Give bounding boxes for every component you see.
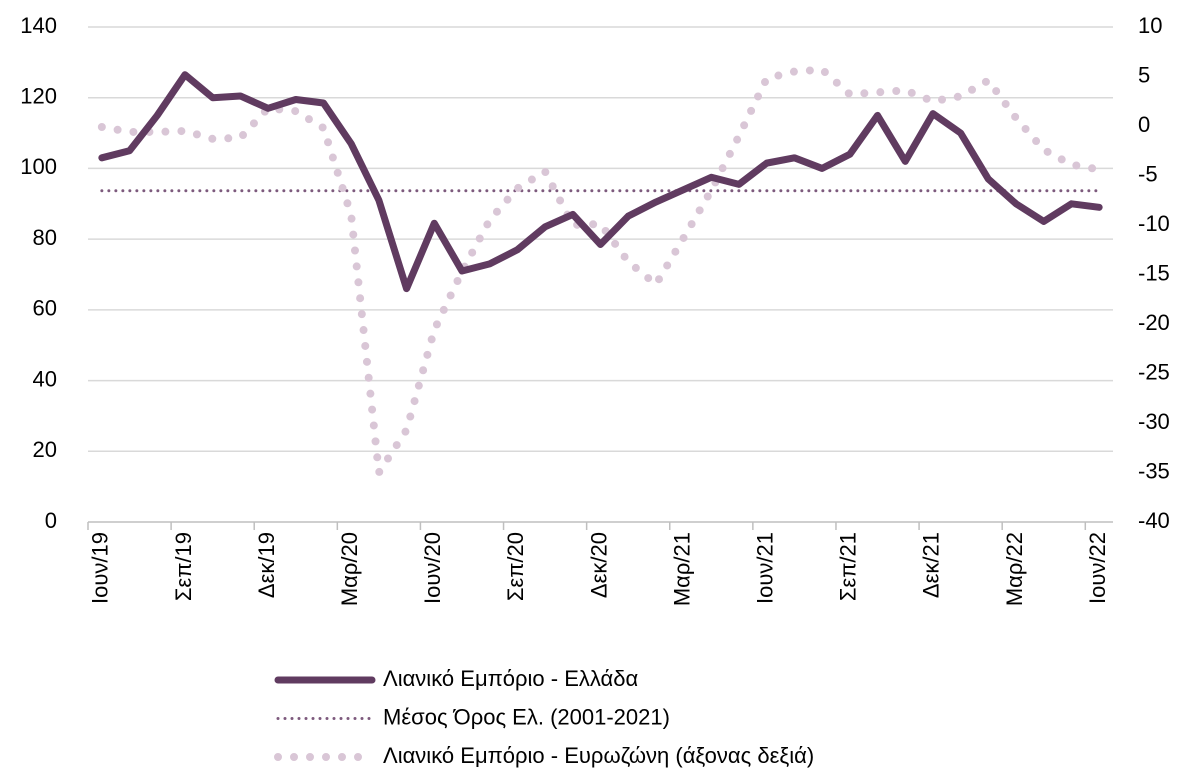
- x-tick-label: Ιουν/20: [420, 532, 445, 604]
- x-tick-label: Δεκ/19: [254, 532, 279, 598]
- y-tick-label: 120: [20, 84, 57, 109]
- x-tick-label: Ιουν/19: [88, 532, 113, 604]
- series-line: [98, 71, 1103, 293]
- y2-tick-label: 5: [1138, 62, 1150, 87]
- legend-label: Μέσος Όρος Ελ. (2001-2021): [383, 704, 670, 729]
- y2-tick-label: -40: [1138, 508, 1170, 533]
- y-tick-label: 40: [33, 366, 57, 391]
- y2-tick-label: -25: [1138, 359, 1170, 384]
- y2-tick-label: 0: [1138, 112, 1150, 137]
- y-tick-label: 0: [45, 508, 57, 533]
- y-tick-label: 80: [33, 225, 57, 250]
- y2-tick-label: -35: [1138, 458, 1170, 483]
- y2-tick-label: -30: [1138, 409, 1170, 434]
- x-tick-label: Ιουν/21: [753, 532, 778, 604]
- x-tick-label: Δεκ/20: [586, 532, 611, 598]
- x-tick-label: Δεκ/21: [919, 532, 944, 598]
- y-tick-label: 20: [33, 437, 57, 462]
- x-tick-label: Μαρ/20: [337, 532, 362, 606]
- y-tick-label: 140: [20, 13, 57, 38]
- series-line: [97, 65, 1104, 477]
- y2-tick-label: 10: [1138, 13, 1162, 38]
- y2-tick-label: -5: [1138, 161, 1158, 186]
- y2-tick-label: -10: [1138, 211, 1170, 236]
- y-tick-label: 60: [33, 296, 57, 321]
- y2-tick-label: -15: [1138, 260, 1170, 285]
- x-tick-label: Σεπ/19: [171, 532, 196, 601]
- legend-label: Λιανικό Εμπόριο - Ελλάδα: [383, 666, 639, 691]
- x-tick-label: Ιουν/22: [1085, 532, 1110, 604]
- y2-tick-label: -20: [1138, 310, 1170, 335]
- y-tick-label: 100: [20, 154, 57, 179]
- x-tick-label: Σεπ/21: [836, 532, 861, 601]
- x-tick-label: Μαρ/22: [1002, 532, 1027, 606]
- x-tick-label: Μαρ/21: [669, 532, 694, 606]
- legend-label: Λιανικό Εμπόριο - Ευρωζώνη (άξονας δεξιά…: [383, 743, 814, 768]
- x-tick-label: Σεπ/20: [503, 532, 528, 601]
